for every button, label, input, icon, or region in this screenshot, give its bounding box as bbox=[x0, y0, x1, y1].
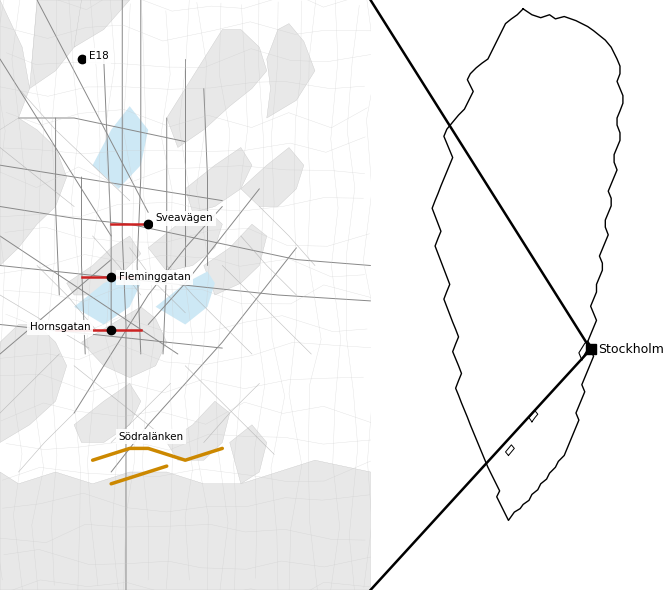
Polygon shape bbox=[167, 401, 230, 460]
Text: Hornsgatan: Hornsgatan bbox=[30, 323, 90, 332]
Polygon shape bbox=[0, 460, 371, 590]
Polygon shape bbox=[185, 148, 252, 212]
Polygon shape bbox=[66, 236, 141, 295]
Text: Södralänken: Södralänken bbox=[119, 432, 184, 441]
Polygon shape bbox=[148, 206, 222, 271]
Text: Stockholm: Stockholm bbox=[598, 343, 664, 356]
Polygon shape bbox=[0, 118, 66, 266]
Polygon shape bbox=[0, 0, 30, 130]
Polygon shape bbox=[241, 148, 304, 206]
Polygon shape bbox=[93, 106, 148, 189]
Polygon shape bbox=[230, 425, 267, 484]
Polygon shape bbox=[267, 24, 315, 118]
Polygon shape bbox=[155, 271, 215, 325]
Text: Sveavägen: Sveavägen bbox=[155, 214, 213, 223]
Polygon shape bbox=[74, 271, 141, 325]
Polygon shape bbox=[0, 324, 66, 442]
Polygon shape bbox=[74, 0, 129, 47]
Polygon shape bbox=[82, 307, 167, 378]
Polygon shape bbox=[167, 30, 267, 148]
Text: E18: E18 bbox=[89, 51, 109, 61]
Polygon shape bbox=[30, 0, 93, 88]
Polygon shape bbox=[204, 224, 267, 295]
Polygon shape bbox=[74, 384, 141, 442]
Text: Fleminggatan: Fleminggatan bbox=[119, 273, 191, 282]
